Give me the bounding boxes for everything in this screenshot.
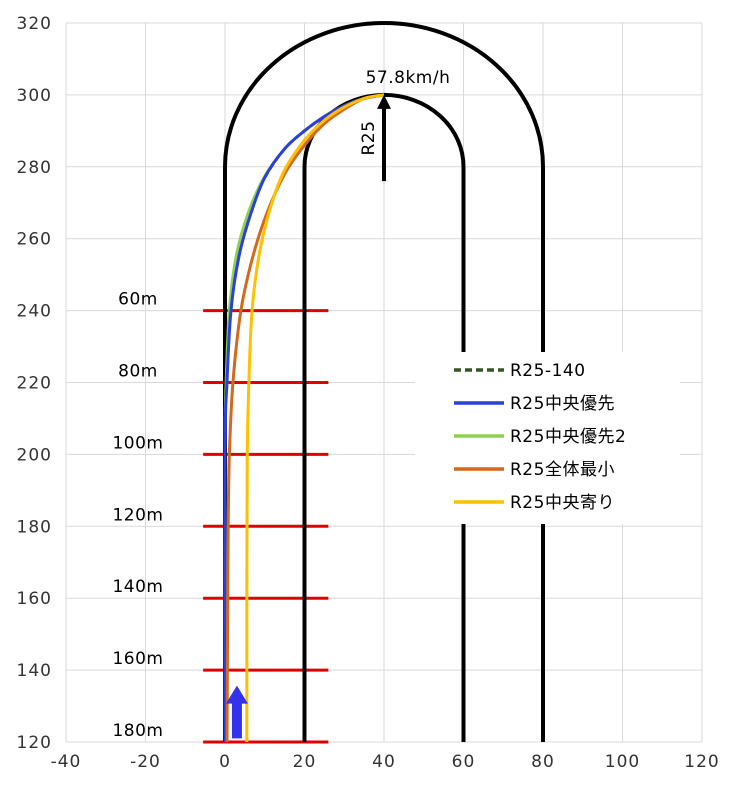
series-line-5 bbox=[245, 93, 385, 743]
x-tick-label: 80 bbox=[531, 752, 555, 772]
x-tick-label: 40 bbox=[372, 752, 396, 772]
legend-label: R25-140 bbox=[510, 361, 586, 381]
y-tick-label: 180 bbox=[17, 517, 52, 537]
series-lines bbox=[223, 93, 385, 743]
distance-marker-label: 80m bbox=[118, 362, 158, 382]
x-tick-label: 0 bbox=[219, 752, 231, 772]
distance-marker-label: 100m bbox=[112, 433, 163, 453]
x-tick-label: 60 bbox=[452, 752, 476, 772]
y-tick-label: 240 bbox=[17, 302, 52, 322]
x-tick-label: 120 bbox=[684, 752, 719, 772]
speed-label: 57.8km/h bbox=[366, 68, 451, 88]
x-tick-label: -20 bbox=[130, 752, 161, 772]
y-tick-label: 200 bbox=[17, 445, 52, 465]
y-tick-label: 320 bbox=[17, 14, 52, 34]
x-tick-label: 20 bbox=[293, 752, 317, 772]
distance-marker-label: 160m bbox=[112, 649, 163, 669]
legend-label: R25中央優先 bbox=[510, 394, 615, 414]
axis-tick-labels: -40 -20 0 20 40 60 80 100 120 120 140 160 180 200 220 2… bbox=[17, 14, 719, 772]
y-tick-label: 300 bbox=[17, 86, 52, 106]
distance-marker-label: 180m bbox=[112, 721, 163, 741]
legend-label: R25中央優先2 bbox=[510, 427, 626, 447]
distance-markers: 60m 80m 100m 120m 140m 160m 180m bbox=[112, 290, 329, 744]
series-line-4 bbox=[225, 93, 385, 743]
legend: R25-140 R25中央優先 R25中央優先2 R25全体最小 R25中央寄り bbox=[415, 352, 680, 524]
radius-arrow-head bbox=[377, 94, 391, 109]
legend-box bbox=[415, 352, 680, 524]
distance-marker-label: 140m bbox=[112, 577, 163, 597]
annotations: 57.8km/h R25 bbox=[225, 68, 451, 739]
y-tick-label: 260 bbox=[17, 230, 52, 250]
y-tick-label: 140 bbox=[17, 661, 52, 681]
legend-label: R25中央寄り bbox=[510, 493, 615, 513]
distance-marker-label: 120m bbox=[112, 505, 163, 525]
y-tick-label: 160 bbox=[17, 589, 52, 609]
legend-label: R25全体最小 bbox=[510, 460, 615, 480]
x-tick-label: 100 bbox=[605, 752, 640, 772]
distance-marker-label: 60m bbox=[118, 290, 158, 310]
y-tick-label: 280 bbox=[17, 158, 52, 178]
y-tick-label: 120 bbox=[17, 733, 52, 753]
track-outer-line bbox=[223, 21, 545, 742]
y-tick-label: 220 bbox=[17, 374, 52, 394]
direction-arrow-head bbox=[225, 685, 248, 704]
x-tick-label: -40 bbox=[51, 752, 82, 772]
radius-label: R25 bbox=[359, 121, 379, 156]
direction-arrow-shaft bbox=[231, 701, 242, 739]
